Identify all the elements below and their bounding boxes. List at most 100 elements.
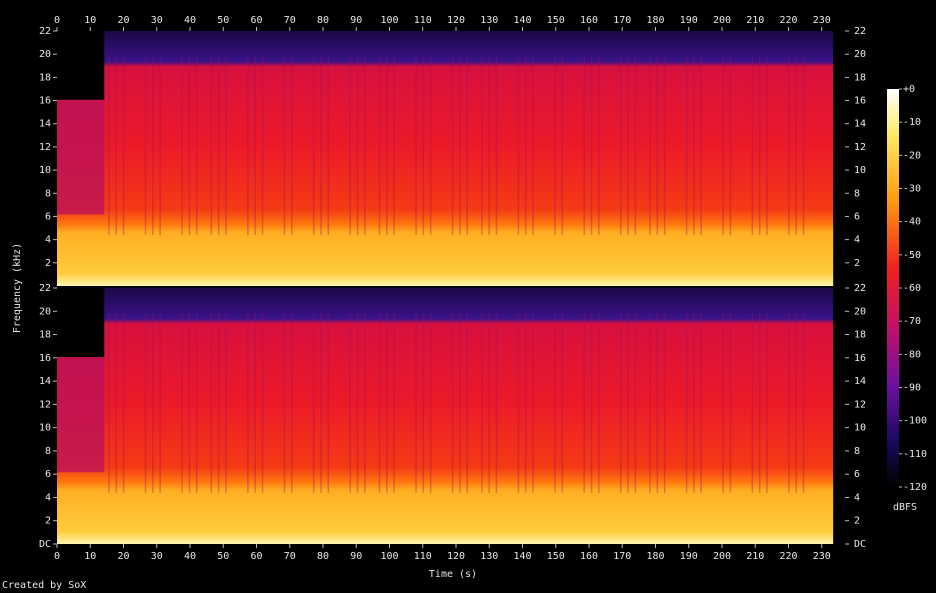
spectrogram-streak [108, 313, 110, 493]
spectrogram-streak [327, 56, 330, 235]
spectrogram-streak [495, 313, 498, 493]
x-axis-label: Time (s) [429, 569, 477, 580]
spectrogram-streak [459, 313, 461, 493]
y-tick-label: 16 [39, 96, 51, 107]
x-tick-label: 160 [580, 551, 598, 562]
y-tick-label: 8 [854, 188, 860, 199]
colorbar-tick-label: -50 [903, 250, 921, 261]
x-tick-label: 210 [746, 551, 764, 562]
spectrogram-streak [722, 313, 724, 493]
y-tick-label: 12 [854, 399, 866, 410]
spectrogram-streak [758, 56, 761, 235]
spectrogram-streak [488, 313, 490, 493]
x-tick-label: 220 [779, 15, 797, 26]
spectrogram-streak [532, 313, 534, 493]
y-tick-label: 14 [39, 119, 51, 130]
colorbar [887, 89, 899, 487]
x-tick-label: 50 [217, 551, 229, 562]
spectrogram-streak [108, 56, 110, 235]
spectrogram-streak [283, 313, 286, 493]
spectrogram-streak [283, 56, 286, 235]
colorbar-tick-label: -10 [903, 117, 921, 128]
spectrogram-streak [517, 313, 520, 493]
spectrogram-image [57, 288, 845, 544]
y-tick-label: 22 [854, 283, 866, 294]
spectrogram-streak [422, 56, 425, 235]
spectrogram-streak [554, 313, 556, 493]
y-tick-label: 8 [45, 446, 51, 457]
spectrogram-streak [429, 313, 432, 493]
spectrogram-streak [634, 313, 637, 493]
spectrogram-streak [122, 313, 125, 493]
y-tick-label: 18 [39, 330, 51, 341]
y-tick-label: 4 [45, 235, 51, 246]
spectrogram-streak [722, 56, 724, 235]
y-tick-label: 18 [39, 72, 51, 83]
spectrogram-streak [685, 313, 688, 493]
spectrogram-streak [788, 56, 790, 235]
spectrogram-streak [802, 313, 805, 493]
spectrogram-streak [488, 56, 490, 235]
spectrogram-streak [598, 56, 600, 235]
colorbar-tick-label: -100 [903, 416, 927, 427]
spectrogram-streak [356, 56, 359, 235]
x-tick-label: 90 [350, 15, 362, 26]
y-tick-label: 6 [854, 469, 860, 480]
spectrogram-streak [693, 313, 695, 493]
spectrogram-streak [561, 56, 564, 235]
spectrogram-streak [766, 313, 768, 493]
x-tick-label: 70 [284, 15, 296, 26]
y-tick-label: 20 [39, 49, 51, 60]
y-tick-label: 6 [45, 211, 51, 222]
y-tick-label: 16 [854, 96, 866, 107]
spectrogram-streak [320, 313, 322, 493]
spectrogram-streak [524, 56, 527, 235]
spectrogram-streak [159, 56, 161, 235]
spectrogram-streak [254, 313, 256, 493]
y-tick-label: 18 [854, 330, 866, 341]
y-tick-label: 12 [854, 142, 866, 153]
spectrogram-streak [195, 56, 198, 235]
y-tick-label: 14 [39, 376, 51, 387]
y-tick-label: 22 [854, 26, 866, 37]
spectrogram-streak [122, 56, 125, 235]
spectrogram-streak [291, 313, 293, 493]
y-tick-label: 18 [854, 72, 866, 83]
x-tick-label: 60 [250, 15, 262, 26]
spectrogram-streak [532, 56, 534, 235]
spectrogram-streak [481, 313, 483, 493]
spectrogram-streak [459, 56, 461, 235]
spectrogram-streak [656, 313, 659, 493]
y-tick-label: 22 [39, 283, 51, 294]
spectrogram-streak [693, 56, 695, 235]
x-tick-label: 130 [480, 551, 498, 562]
y-tick-label: 2 [45, 258, 51, 269]
x-tick-label: 140 [513, 551, 531, 562]
x-tick-label: 70 [284, 551, 296, 562]
spectrogram-streak [210, 56, 213, 235]
x-tick-label: 90 [350, 551, 362, 562]
colorbar-tick-label: -40 [903, 217, 921, 228]
colorbar-tick-label: +0 [903, 84, 915, 95]
spectrogram-streak [649, 313, 651, 493]
y-tick-label: 10 [854, 165, 866, 176]
spectrogram-streak [349, 313, 351, 493]
y-tick-label: 20 [39, 306, 51, 317]
y-tick-label: DC [39, 539, 51, 550]
x-tick-label: 0 [54, 551, 60, 562]
x-tick-label: 20 [117, 15, 129, 26]
spectrogram-streak [451, 313, 454, 493]
x-tick-label: 220 [779, 551, 797, 562]
spectrogram-streak [620, 56, 622, 235]
spectrogram-streak [495, 56, 498, 235]
spectrogram-streak [685, 56, 688, 235]
spectrogram-streak [291, 56, 293, 235]
spectrogram-tail [833, 31, 845, 286]
x-tick-label: 100 [380, 551, 398, 562]
y-tick-label: 16 [854, 353, 866, 364]
colorbar-tick-label: -120 [903, 482, 927, 493]
spectrogram-streak [751, 313, 754, 493]
x-tick-label: 50 [217, 15, 229, 26]
spectrogram-streak [758, 313, 761, 493]
spectrogram-streak [415, 313, 417, 493]
